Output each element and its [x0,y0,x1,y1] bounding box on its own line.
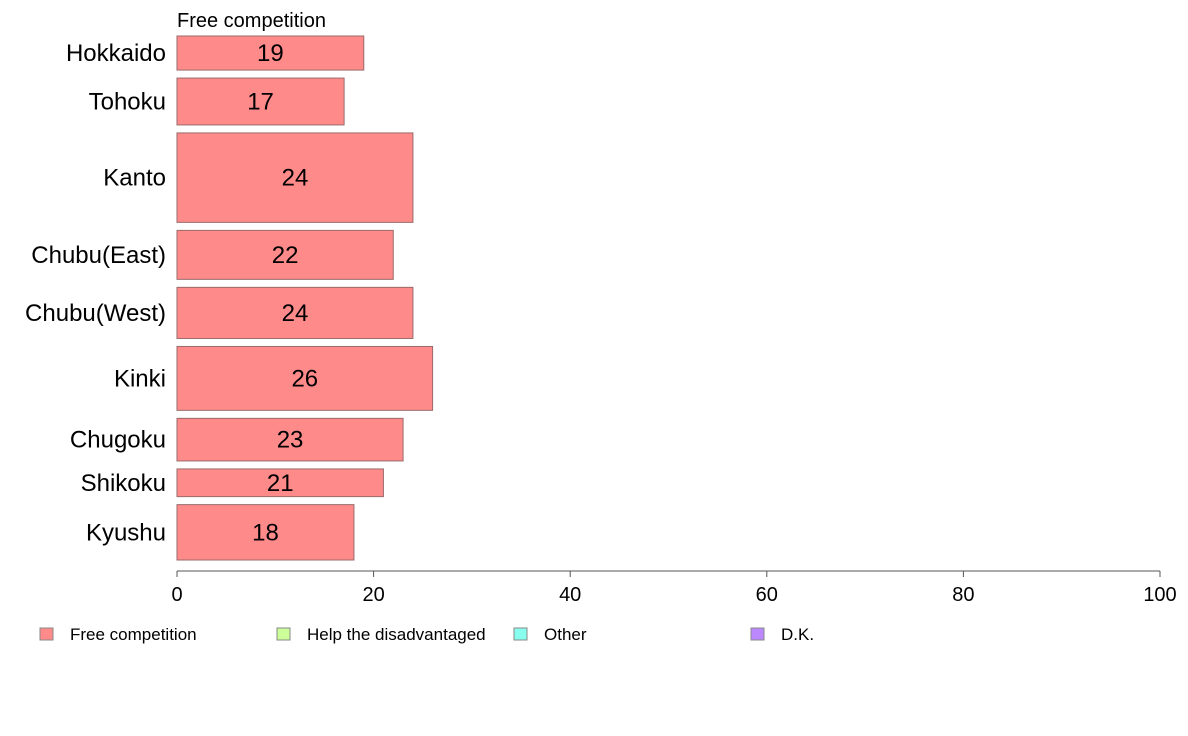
bar-value-label: 22 [272,242,299,269]
bar-chugoku [176,417,404,462]
legend-label: Other [544,625,587,644]
bar-value-label: 21 [267,470,294,497]
bar-kyushu [176,504,355,561]
x-tick-label: 80 [952,584,974,606]
category-label: Kanto [103,165,166,192]
category-label: Shikoku [81,470,166,497]
x-tick-label: 40 [559,584,581,606]
bar-value-label: 19 [257,40,284,67]
bar-value-label: 17 [247,89,274,116]
x-tick-label: 20 [362,584,384,606]
bar-value-label: 24 [282,300,309,327]
legend-label: D.K. [781,625,814,644]
category-label: Kyushu [86,519,166,546]
x-tick-label: 60 [756,584,778,606]
category-label: Hokkaido [66,40,166,67]
bar-value-label: 23 [277,427,304,454]
x-tick-label: 0 [171,584,182,606]
bar-chubu-east [176,229,394,280]
bars-group: Hokkaido 19 Tohoku 17 Kanto 24 Chubu(East) 22 Ch… [25,35,434,561]
legend-swatch [750,627,765,641]
category-label: Chubu(East) [31,242,166,269]
legend-swatch [39,627,54,641]
panel-title: Free competition [177,10,326,32]
category-label: Chugoku [70,427,166,454]
category-label: Kinki [114,365,166,392]
bar-shikoku [176,468,384,498]
bar-chubu-west [176,286,414,339]
bar-value-label: 18 [252,519,279,546]
category-label: Tohoku [89,89,166,116]
bar-value-label: 26 [291,365,318,392]
legend-swatch [276,627,291,641]
bar-kanto [176,132,414,223]
legend-label: Help the disadvantaged [307,625,486,644]
x-axis: 0 20 40 60 80 100 [171,570,1177,606]
bar-kinki [176,345,434,411]
legend-label: Free competition [70,625,197,644]
bar-value-label: 24 [282,165,309,192]
x-tick-label: 100 [1143,584,1176,606]
bar-tohoku [176,77,345,126]
category-label: Chubu(West) [25,300,166,327]
legend-swatch [513,627,528,641]
legend: Free competition Help the disadvantaged Ot… [39,625,814,644]
bar-hokkaido [176,35,365,71]
